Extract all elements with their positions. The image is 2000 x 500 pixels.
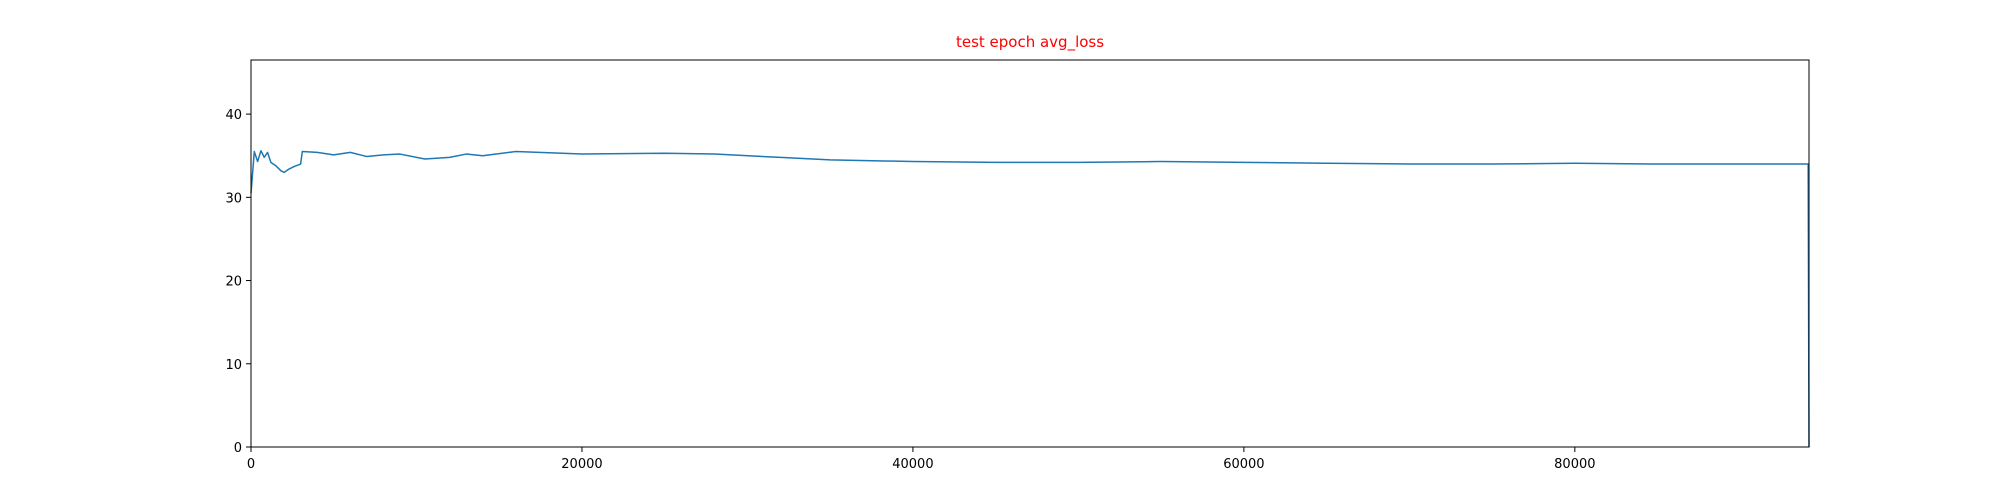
data-line [250, 149, 1810, 448]
x-tick-label: 20000 [561, 457, 602, 472]
x-tick-label: 0 [247, 457, 255, 472]
y-tick-label: 30 [225, 191, 242, 206]
y-tick-label: 0 [234, 441, 242, 456]
x-tick-label: 40000 [892, 457, 933, 472]
y-tick-label: 10 [225, 358, 242, 373]
chart-title: test epoch avg_loss [956, 33, 1104, 52]
x-tick-label: 60000 [1223, 457, 1264, 472]
y-tick-label: 40 [225, 108, 242, 123]
plot-frame [250, 59, 1810, 448]
x-tick-label: 80000 [1554, 457, 1595, 472]
y-tick-label: 20 [225, 275, 242, 290]
